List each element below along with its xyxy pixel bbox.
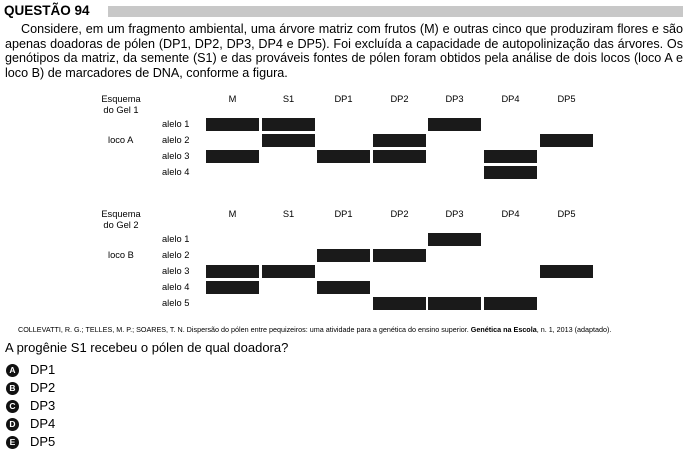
gel-2-scheme-label-line2: do Gel 2 bbox=[103, 220, 139, 230]
citation-rest: , n. 1, 2013 (adaptado). bbox=[536, 325, 612, 334]
gel-1-column-dp1: DP1 bbox=[334, 94, 353, 104]
gel-2-band-allele-1-dp3 bbox=[428, 233, 481, 246]
option-a-badge: A bbox=[6, 364, 19, 377]
gel-1-column-dp4: DP4 bbox=[501, 94, 520, 104]
gel-1-scheme-label-line1: Esquema bbox=[101, 94, 141, 104]
gel-1-band-allele-2-dp5 bbox=[540, 134, 593, 147]
option-d-badge: D bbox=[6, 418, 19, 431]
gel-1-column-s1: S1 bbox=[282, 94, 295, 104]
gel-2-locus-label: loco B bbox=[108, 250, 134, 260]
option-c-badge: C bbox=[6, 400, 19, 413]
gel-1-band-allele-2-s1 bbox=[262, 134, 315, 147]
question-prompt: A progênie S1 recebeu o pólen de qual do… bbox=[5, 340, 289, 355]
gel-2-band-allele-5-dp4 bbox=[484, 297, 537, 310]
gel-2-band-allele-5-dp2 bbox=[373, 297, 426, 310]
gel-2-band-allele-2-dp2 bbox=[373, 249, 426, 262]
gel-2-allele-5-label: alelo 5 bbox=[162, 298, 190, 308]
header-rule bbox=[108, 6, 683, 17]
gel-2-column-dp3: DP3 bbox=[445, 209, 464, 219]
gel-1-allele-1-label: alelo 1 bbox=[162, 119, 190, 129]
gel-2-band-allele-3-s1 bbox=[262, 265, 315, 278]
option-d[interactable]: D DP4 bbox=[6, 416, 126, 434]
gel-1-column-dp5: DP5 bbox=[557, 94, 576, 104]
gel-2-band-allele-4-dp1 bbox=[317, 281, 370, 294]
gel-1-locus-label: loco A bbox=[108, 135, 134, 145]
gel-1-band-allele-3-dp1 bbox=[317, 150, 370, 163]
gel-2-column-s1: S1 bbox=[282, 209, 295, 219]
gel-2-band-allele-5-dp3 bbox=[428, 297, 481, 310]
gel-1-band-allele-3-dp2 bbox=[373, 150, 426, 163]
option-e-badge: E bbox=[6, 436, 19, 449]
gel-1-column-m: M bbox=[228, 94, 237, 104]
gel-2-column-dp1: DP1 bbox=[334, 209, 353, 219]
option-c-text: DP3 bbox=[30, 398, 56, 413]
gel-1-scheme-label-line2: do Gel 1 bbox=[103, 105, 139, 115]
gel-1-allele-4-label: alelo 4 bbox=[162, 167, 190, 177]
option-b-badge: B bbox=[6, 382, 19, 395]
gel-2-scheme-label-line1: Esquema bbox=[101, 209, 141, 219]
citation: COLLEVATTI, R. G.; TELLES, M. P.; SOARES… bbox=[18, 325, 611, 334]
citation-journal: Genética na Escola bbox=[470, 325, 537, 334]
gel-2-allele-4-label: alelo 4 bbox=[162, 282, 190, 292]
option-e[interactable]: E DP5 bbox=[6, 434, 126, 452]
gel-1-allele-3-label: alelo 3 bbox=[162, 151, 190, 161]
citation-text: COLLEVATTI, R. G.; TELLES, M. P.; SOARES… bbox=[18, 325, 469, 334]
gel-2-column-dp2: DP2 bbox=[390, 209, 409, 219]
gel-2-allele-3-label: alelo 3 bbox=[162, 266, 190, 276]
gel-2-column-dp4: DP4 bbox=[501, 209, 520, 219]
gel-2-band-allele-2-dp1 bbox=[317, 249, 370, 262]
question-number: QUESTÃO 94 bbox=[4, 3, 90, 18]
gel-2-band-allele-3-m bbox=[206, 265, 259, 278]
question-header: QUESTÃO 94 bbox=[4, 3, 683, 19]
gel-1-band-allele-1-s1 bbox=[262, 118, 315, 131]
gel-1-column-dp3: DP3 bbox=[445, 94, 464, 104]
gel-2-column-dp5: DP5 bbox=[557, 209, 576, 219]
gel-2-column-m: M bbox=[228, 209, 237, 219]
gel-2-band-allele-4-m bbox=[206, 281, 259, 294]
gel-1-band-allele-2-dp2 bbox=[373, 134, 426, 147]
gel-1-band-allele-4-dp4 bbox=[484, 166, 537, 179]
gel-1-band-allele-1-m bbox=[206, 118, 259, 131]
option-e-text: DP5 bbox=[30, 434, 56, 449]
option-c[interactable]: C DP3 bbox=[6, 398, 126, 416]
gel-1-allele-2-label: alelo 2 bbox=[162, 135, 190, 145]
gel-1-band-allele-1-dp3 bbox=[428, 118, 481, 131]
gel-2-allele-1-label: alelo 1 bbox=[162, 234, 190, 244]
gel-1-column-dp2: DP2 bbox=[390, 94, 409, 104]
option-b[interactable]: B DP2 bbox=[6, 380, 126, 398]
gel-2-allele-2-label: alelo 2 bbox=[162, 250, 190, 260]
option-a[interactable]: A DP1 bbox=[6, 362, 126, 380]
gel-1-band-allele-3-dp4 bbox=[484, 150, 537, 163]
question-statement: Considere, em um fragmento ambiental, um… bbox=[5, 22, 683, 80]
option-a-text: DP1 bbox=[30, 362, 56, 377]
gel-2-band-allele-3-dp5 bbox=[540, 265, 593, 278]
gel-1-band-allele-3-m bbox=[206, 150, 259, 163]
answer-options: A DP1 B DP2 C DP3 D DP4 E DP5 bbox=[6, 362, 126, 452]
option-d-text: DP4 bbox=[30, 416, 56, 431]
option-b-text: DP2 bbox=[30, 380, 56, 395]
